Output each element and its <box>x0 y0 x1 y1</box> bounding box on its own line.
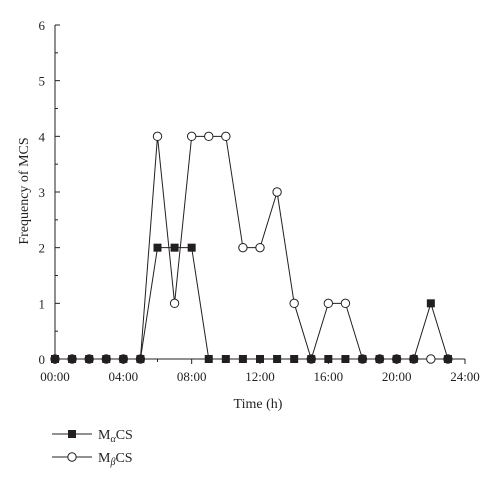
data-point <box>186 131 197 142</box>
data-point <box>152 131 163 142</box>
series-malpha-cs <box>51 243 452 363</box>
legend-label-main: M <box>98 451 111 466</box>
legend-label-tail: CS <box>115 451 132 466</box>
legend-label-main: M <box>98 428 111 443</box>
data-point <box>153 243 162 252</box>
data-point <box>409 355 418 363</box>
legend-entry: MβCS <box>52 451 133 468</box>
legend-label-tail: CS <box>116 428 133 443</box>
legend-entry: MαCS <box>52 428 133 445</box>
data-point <box>238 242 248 253</box>
y-tick-label: 3 <box>39 185 46 200</box>
data-point <box>340 298 351 309</box>
data-point <box>426 299 435 308</box>
series-line <box>55 247 449 360</box>
legend-label: MαCS <box>98 428 133 445</box>
x-tick-label: 00:00 <box>40 369 70 384</box>
data-point <box>187 243 196 252</box>
legend-marker <box>68 430 76 438</box>
y-tick-label: 2 <box>39 241 46 256</box>
data-point <box>204 131 214 142</box>
data-point <box>324 355 333 363</box>
data-point <box>272 187 282 197</box>
axes: 0 1 2 3 4 5 6 00:00 04:00 08:00 12:00 16:00 20:00 24:… <box>39 18 480 384</box>
data-point <box>169 298 180 309</box>
x-tick-label: 12:00 <box>245 369 275 384</box>
data-point <box>204 355 213 363</box>
data-point <box>375 355 384 363</box>
legend-label: MβCS <box>98 451 133 468</box>
data-point <box>221 355 230 363</box>
data-point <box>238 355 247 363</box>
data-point <box>51 355 59 363</box>
series-mbeta-cs <box>50 131 453 364</box>
x-tick-label: 16:00 <box>314 369 344 384</box>
legend-label-subscript: α <box>110 434 116 445</box>
data-point <box>136 355 145 363</box>
data-point <box>341 355 350 363</box>
legend-label-subscript: β <box>109 457 115 468</box>
data-point <box>170 243 179 252</box>
y-axis-title: Frequency of MCS <box>17 137 32 244</box>
x-axis-title: Time (h) <box>234 397 283 412</box>
data-point <box>273 355 282 363</box>
x-tick-label: 08:00 <box>177 369 207 384</box>
data-point <box>102 355 111 363</box>
y-tick-label: 5 <box>39 74 46 89</box>
data-point <box>68 355 77 363</box>
data-point <box>85 355 94 363</box>
data-point <box>255 242 265 253</box>
y-tick-label: 0 <box>39 352 46 367</box>
data-point <box>443 355 452 363</box>
data-point <box>323 298 334 309</box>
y-tick-label: 1 <box>39 296 46 311</box>
data-point <box>307 355 316 363</box>
data-point <box>426 354 436 364</box>
data-point <box>392 355 401 363</box>
legend-marker <box>67 452 77 462</box>
data-point <box>358 355 367 363</box>
x-tick-label: 24:00 <box>450 369 480 384</box>
data-point <box>289 298 299 309</box>
series-layer <box>50 131 453 364</box>
x-tick-label: 20:00 <box>382 369 412 384</box>
x-tick-label: 04:00 <box>109 369 139 384</box>
data-point <box>256 355 264 363</box>
data-point <box>119 355 128 363</box>
series-line <box>55 135 448 361</box>
y-tick-label: 6 <box>39 18 46 33</box>
y-tick-label: 4 <box>39 129 46 144</box>
data-point <box>290 355 299 363</box>
data-point <box>221 131 231 142</box>
